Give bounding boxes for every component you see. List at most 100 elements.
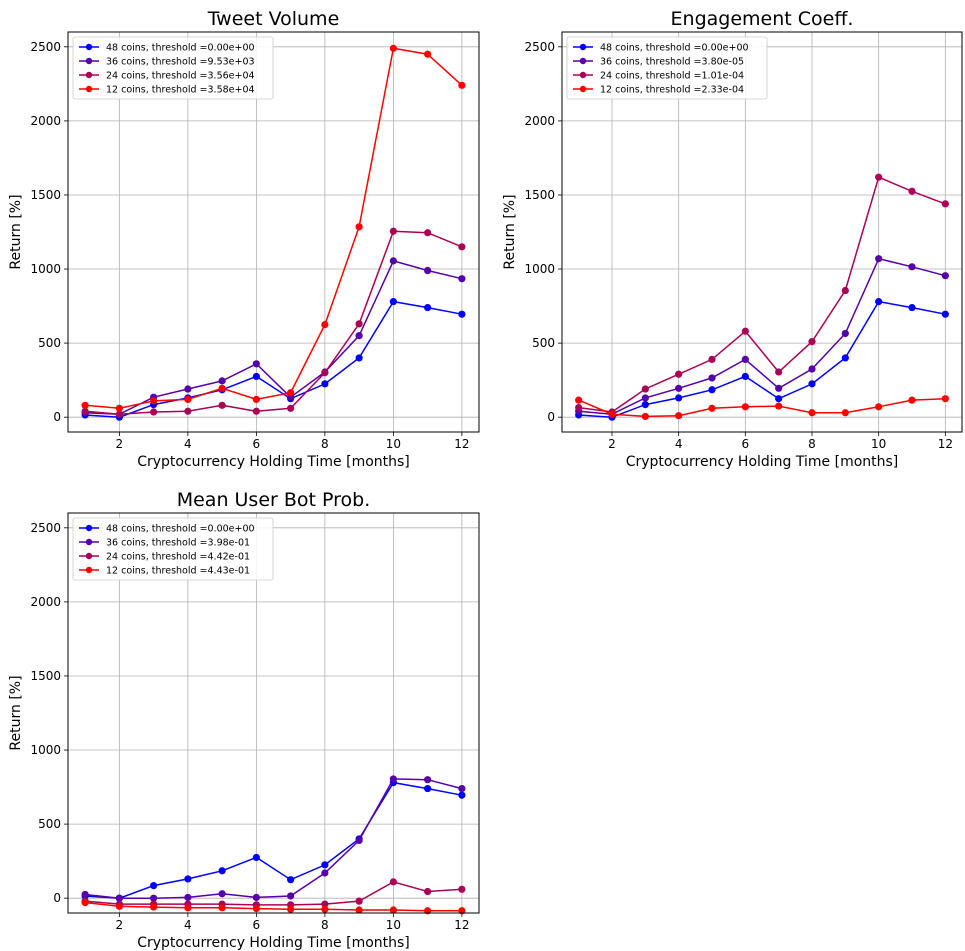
data-point [218, 890, 226, 898]
y-tick-label: 0 [53, 410, 61, 424]
data-point [641, 412, 649, 421]
data-point [81, 890, 89, 899]
x-tick-label: 2 [116, 918, 124, 932]
legend-marker [579, 43, 587, 51]
data-point [775, 402, 783, 410]
data-point [321, 869, 329, 877]
y-tick-label: 2500 [30, 521, 61, 535]
series-line [85, 260, 463, 415]
data-point [321, 369, 329, 377]
data-point [708, 374, 716, 382]
legend-label: 12 coins, threshold =2.33e-04 [600, 85, 744, 96]
legend-marker [85, 71, 93, 79]
x-tick-label: 8 [808, 437, 816, 451]
data-point [708, 404, 716, 412]
data-point [424, 50, 432, 58]
data-point [389, 298, 397, 306]
x-tick-label: 4 [184, 918, 192, 932]
data-point [875, 173, 883, 181]
data-point [321, 900, 329, 908]
data-point [841, 329, 849, 338]
legend-marker [85, 43, 93, 51]
x-tick-label: 6 [742, 437, 750, 451]
y-tick-label: 1500 [30, 669, 61, 683]
legend-marker [579, 85, 587, 93]
data-point [355, 836, 363, 845]
legend-label: 12 coins, threshold =3.58e+04 [106, 85, 255, 96]
data-point [808, 365, 816, 373]
data-point [458, 885, 466, 893]
legend-box [72, 36, 274, 100]
data-point [81, 407, 89, 415]
plot-frame [67, 512, 480, 914]
legend-label: 24 coins, threshold =4.42e-01 [106, 552, 250, 563]
data-point [458, 275, 466, 283]
data-point [218, 401, 226, 409]
data-point [808, 409, 816, 417]
data-point [252, 372, 260, 381]
series-line [578, 176, 946, 413]
data-point [775, 395, 783, 403]
data-point [115, 894, 123, 902]
data-point [775, 384, 783, 392]
data-point [287, 892, 295, 900]
data-point [675, 412, 683, 420]
x-tick-label: 2 [608, 437, 616, 451]
data-point [908, 303, 916, 312]
data-point [808, 338, 816, 346]
legend-label: 36 coins, threshold =9.53e+03 [106, 57, 255, 68]
series-line [578, 397, 946, 418]
legend-marker [85, 524, 93, 532]
y-tick-label: 0 [547, 410, 555, 424]
data-point [424, 266, 432, 275]
data-point [875, 298, 883, 306]
data-point [287, 905, 295, 913]
data-point [424, 887, 432, 896]
plot-frame [561, 31, 963, 433]
chart-title: Tweet Volume [207, 8, 340, 30]
chart-title: Mean User Bot Prob. [177, 489, 371, 511]
y-tick-label: 0 [53, 891, 61, 905]
data-point [941, 272, 949, 280]
y-tick-label: 1000 [30, 743, 61, 757]
legend-box [566, 36, 768, 100]
data-point [115, 902, 123, 910]
data-point [150, 881, 158, 890]
y-axis-label: Return [%] [8, 194, 24, 269]
x-tick-label: 6 [253, 918, 261, 932]
data-point [252, 360, 260, 368]
data-point [741, 372, 749, 381]
data-point [608, 410, 616, 418]
data-point [321, 861, 329, 869]
y-tick-label: 500 [532, 336, 555, 350]
data-point [424, 776, 432, 784]
data-point [184, 875, 192, 883]
data-point [184, 904, 192, 912]
y-tick-label: 2000 [30, 114, 61, 128]
data-point [708, 355, 716, 364]
data-point [252, 904, 260, 913]
x-tick-label: 12 [454, 918, 469, 932]
data-point [575, 396, 583, 404]
data-point [675, 370, 683, 378]
data-point [355, 332, 363, 340]
data-point [458, 791, 466, 799]
data-point [184, 893, 192, 902]
data-point [389, 44, 397, 52]
data-point [355, 897, 363, 905]
chart-panel-3: 2 4 6 8 10 12 0 500 1000 1500 2000 2500 Mean User Bo… [8, 489, 480, 951]
legend-marker [579, 57, 587, 65]
data-point [150, 408, 158, 416]
data-point [150, 894, 158, 902]
data-point [252, 853, 260, 862]
data-point [775, 368, 783, 376]
series-line [85, 230, 463, 415]
data-point [218, 904, 226, 912]
data-point [115, 410, 123, 418]
x-tick-label: 12 [938, 437, 953, 451]
data-point [355, 320, 363, 328]
legend-label: 24 coins, threshold =1.01e-04 [600, 71, 744, 82]
data-point [908, 263, 916, 271]
data-point [252, 407, 260, 415]
